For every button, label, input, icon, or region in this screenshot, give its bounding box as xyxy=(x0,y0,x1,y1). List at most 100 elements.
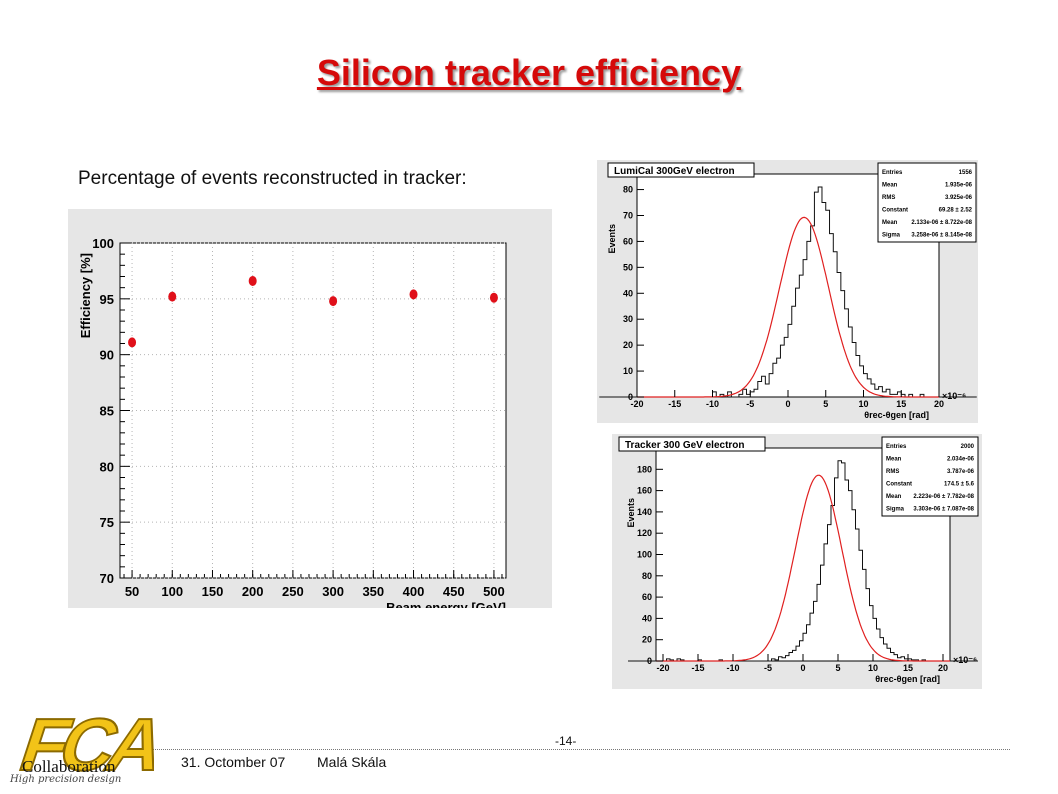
stats-label: Entries xyxy=(882,170,903,176)
x-tick-label: -15 xyxy=(668,399,681,409)
data-point xyxy=(248,275,257,286)
stats-label: Constant xyxy=(886,482,912,488)
y-tick-label: 80 xyxy=(642,571,652,581)
stats-label: Mean xyxy=(886,457,902,463)
x-axis-exponent: ×10⁻⁶ xyxy=(942,391,966,401)
stats-label: Mean xyxy=(886,494,902,500)
y-tick-label: 70 xyxy=(623,210,633,220)
stats-label: RMS xyxy=(882,195,895,201)
x-tick-label: -5 xyxy=(746,399,754,409)
y-tick-label: 0 xyxy=(647,656,652,666)
stats-label: Constant xyxy=(882,208,908,214)
y-tick-label: 140 xyxy=(637,507,652,517)
y-tick-label: 40 xyxy=(623,288,633,298)
logo-tagline: High precision design xyxy=(10,774,122,785)
histogram-title-box xyxy=(618,436,766,452)
y-tick-label: 60 xyxy=(623,236,633,246)
stats-value: 2000 xyxy=(961,444,975,450)
y-tick-label: 70 xyxy=(100,571,114,586)
x-tick-label: -15 xyxy=(691,663,704,673)
page-number: -14- xyxy=(555,734,577,748)
y-tick-label: 85 xyxy=(100,404,114,419)
stats-value: 1556 xyxy=(959,170,973,176)
efficiency-chart: 50 100 150 200 250 300 350 400 450 500 70 75 80 85 90 9… xyxy=(78,236,507,608)
stats-label: Mean xyxy=(882,183,898,189)
y-tick-label: 20 xyxy=(623,340,633,350)
efficiency-chart-panel: 50 100 150 200 250 300 350 400 450 500 70 75 80 85 90 9… xyxy=(68,209,552,608)
lumical-histogram: -20 -15 -10 -5 0 5 10 15 20 0 10 20 30 40 50 60 70 80 ×10⁻… xyxy=(599,162,977,420)
gaussian-fit-curve xyxy=(637,216,939,398)
stats-value: 3.925e-06 xyxy=(945,195,973,201)
x-tick-label: -20 xyxy=(656,663,669,673)
footer-place: Malá Skála xyxy=(317,754,387,770)
x-tick-label: 15 xyxy=(903,663,913,673)
stats-label: RMS xyxy=(886,469,899,475)
x-tick-label: 15 xyxy=(896,399,906,409)
x-tick-label: -20 xyxy=(630,399,643,409)
y-tick-label: 90 xyxy=(100,348,114,363)
x-axis-label: Beam energy [GeV] xyxy=(386,600,506,608)
x-tick-label: 20 xyxy=(934,399,944,409)
y-tick-label: 80 xyxy=(623,185,633,195)
x-axis-label: θrec-θgen [rad] xyxy=(875,674,940,684)
histogram-title-box xyxy=(607,162,755,178)
stats-label: Sigma xyxy=(886,507,905,513)
y-axis-label: Efficiency [%] xyxy=(78,253,93,338)
x-tick-label: 400 xyxy=(403,584,425,599)
y-tick-label: 20 xyxy=(642,635,652,645)
y-tick-label: 10 xyxy=(623,366,633,376)
x-tick-label: 5 xyxy=(835,663,840,673)
stats-value: 2.034e-06 xyxy=(947,457,975,463)
x-tick-label: 20 xyxy=(938,663,948,673)
x-tick-label: 50 xyxy=(125,584,139,599)
stats-value: 2.223e-06 ± 7.782e-08 xyxy=(913,494,974,500)
y-tick-label: 0 xyxy=(628,392,633,402)
lumical-histogram-panel: -20 -15 -10 -5 0 5 10 15 20 0 10 20 30 40 50 60 70 80 ×10⁻… xyxy=(597,160,978,423)
slide-title: Silicon tracker efficiency xyxy=(316,52,742,93)
stats-label: Mean xyxy=(882,220,898,226)
data-point xyxy=(168,291,177,302)
x-tick-label: 100 xyxy=(161,584,183,599)
fcal-logo: FCAL xyxy=(9,703,154,788)
slide-subtitle: Percentage of events reconstructed in tr… xyxy=(78,168,467,189)
y-tick-label: 60 xyxy=(642,592,652,602)
x-tick-label: -5 xyxy=(764,663,772,673)
y-tick-label: 120 xyxy=(637,528,652,538)
x-tick-label: 200 xyxy=(242,584,264,599)
stats-value: 3.258e-06 ± 8.145e-08 xyxy=(911,233,972,239)
y-tick-label: 95 xyxy=(100,292,114,307)
x-axis-exponent: ×10⁻⁶ xyxy=(953,655,977,665)
data-point xyxy=(128,337,137,348)
x-tick-label: 350 xyxy=(362,584,384,599)
x-tick-label: 10 xyxy=(868,663,878,673)
footer-divider xyxy=(150,749,1010,750)
data-point xyxy=(409,289,418,300)
data-point xyxy=(329,296,338,307)
y-tick-label: 160 xyxy=(637,486,652,496)
svg-text:FCAL: FCAL xyxy=(10,704,154,787)
gaussian-fit-curve xyxy=(656,474,950,662)
footer-date: 31. Octomber 07 xyxy=(181,754,286,770)
x-tick-label: 5 xyxy=(823,399,828,409)
x-tick-label: -10 xyxy=(706,399,719,409)
logo-word: Collaboration xyxy=(22,757,116,776)
x-axis-label: θrec-θgen [rad] xyxy=(864,410,929,420)
x-tick-label: 0 xyxy=(800,663,805,673)
y-axis-label: Events xyxy=(626,498,636,528)
x-tick-label: 0 xyxy=(785,399,790,409)
y-tick-label: 30 xyxy=(623,314,633,324)
y-tick-label: 50 xyxy=(623,262,633,272)
x-tick-label: 300 xyxy=(322,584,344,599)
data-point xyxy=(489,292,498,303)
y-tick-label: 100 xyxy=(92,236,114,251)
stats-label: Entries xyxy=(886,444,907,450)
y-tick-label: 80 xyxy=(100,459,114,474)
stats-value: 174.5 ± 5.6 xyxy=(944,482,975,488)
tracker-histogram: -20 -15 -10 -5 0 5 10 15 20 0 20 40 60 80 100 120 140 160… xyxy=(618,436,979,684)
y-tick-label: 100 xyxy=(637,550,652,560)
y-tick-label: 75 xyxy=(100,515,114,530)
stats-value: 3.787e-06 xyxy=(947,469,975,475)
x-tick-label: 10 xyxy=(858,399,868,409)
y-axis-label: Events xyxy=(607,224,617,254)
x-tick-label: 150 xyxy=(202,584,224,599)
